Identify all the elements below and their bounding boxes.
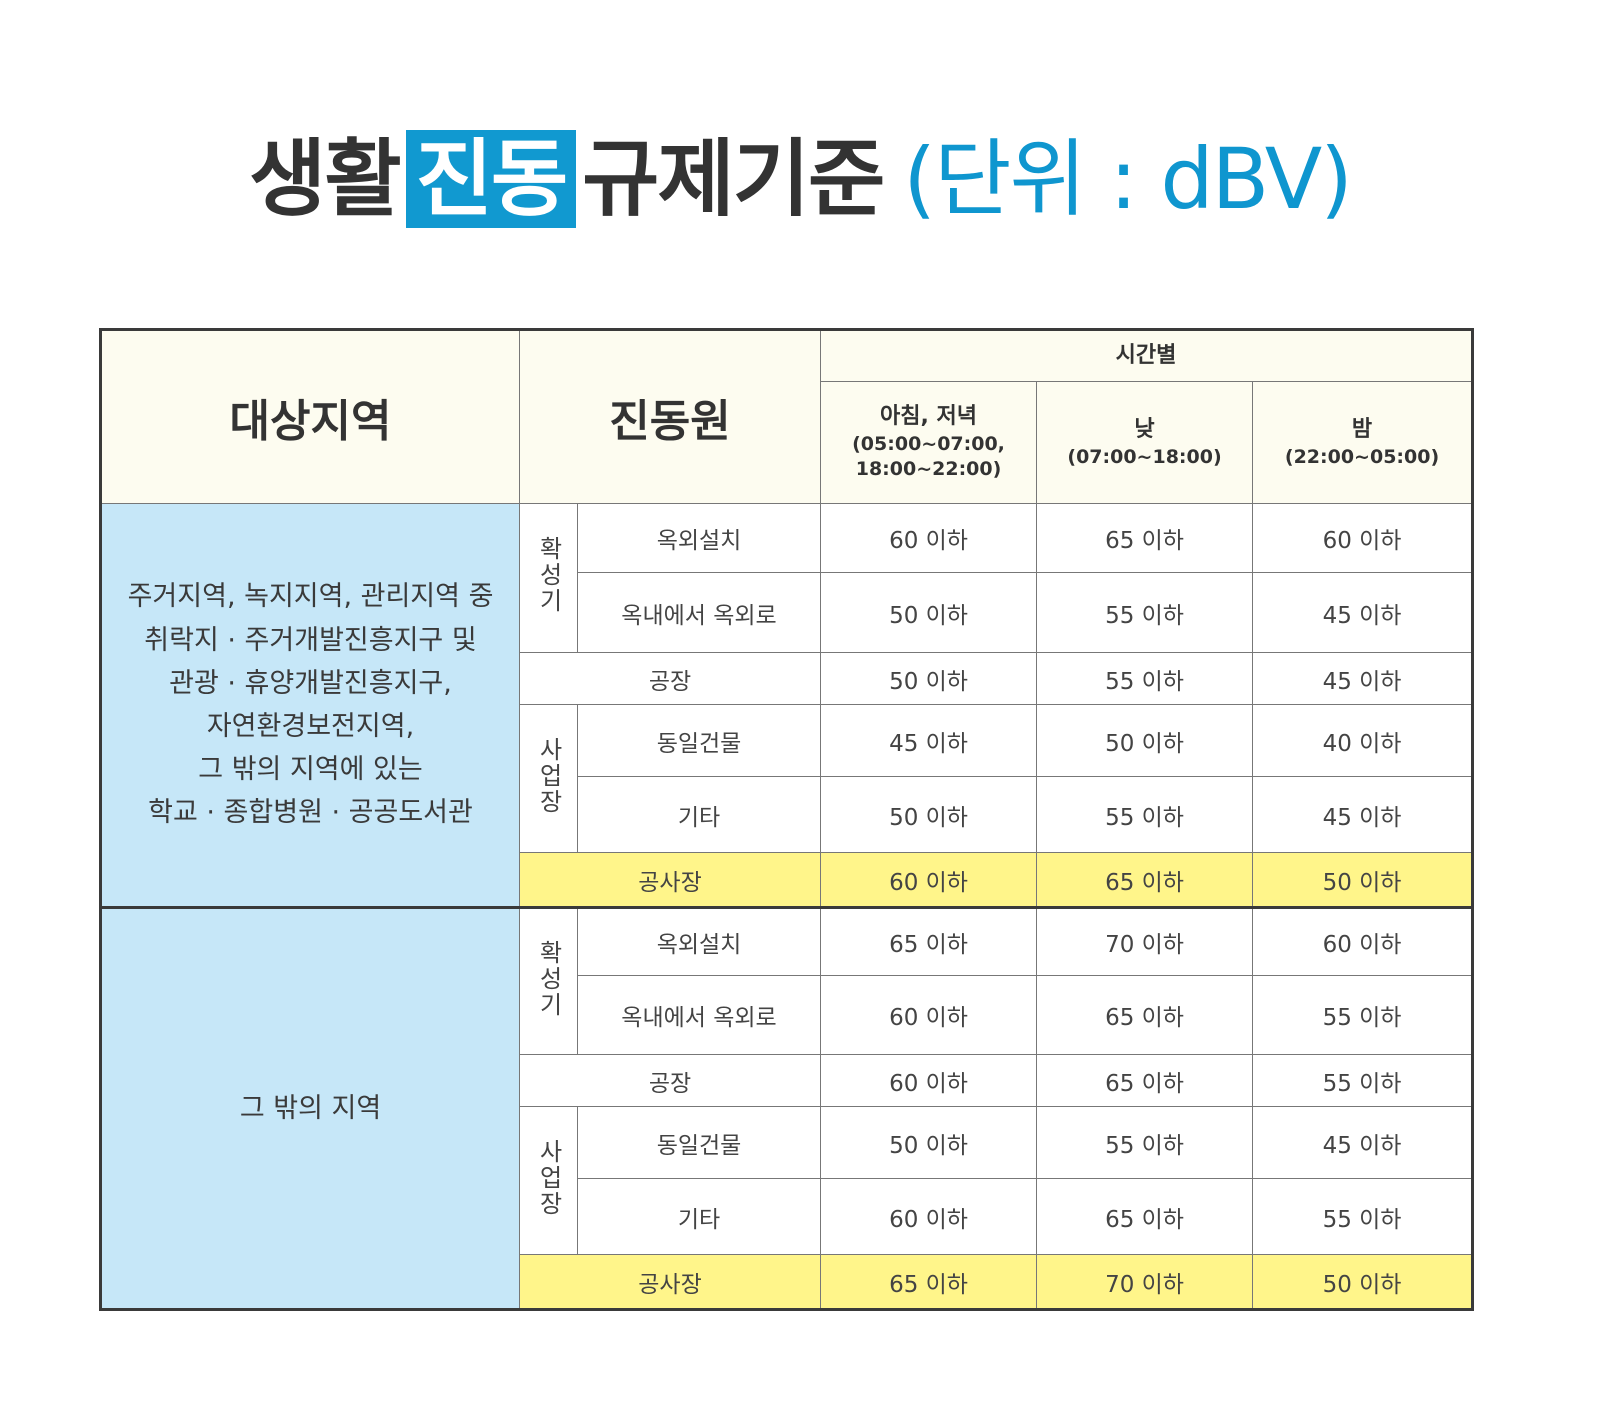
header-region: 대상지역 [100,329,520,504]
table-row: 기타 50 이하 55 이하 45 이하 [101,776,1474,853]
category-cell: 확성기 [519,503,578,653]
value-cell: 50 이하 [1252,1254,1474,1310]
source-cell: 동일건물 [576,704,822,777]
value-cell: 45 이하 [820,704,1038,777]
value-cell: 55 이하 [1252,1178,1474,1255]
category-cell: 확성기 [519,906,578,1055]
region-line: 주거지역, 녹지지역, 관리지역 중 [127,581,494,613]
source-cell: 공장 [518,1054,822,1107]
source-cell: 공사장 [518,1254,822,1310]
title-unit: (단위 : dBV) [903,130,1353,228]
source-cell: 옥내에서 옥외로 [576,975,822,1055]
source-cell: 기타 [576,776,822,853]
vibration-standards-table: 대상지역 진동원 시간별 아침, 저녁 (05:00~07:00, 18:00~22… [99,328,1475,1311]
value-cell: 65 이하 [820,1254,1038,1310]
category-label: 확성기 [534,939,563,1018]
value-cell: 60 이하 [820,1178,1038,1255]
source-cell: 공장 [518,652,822,705]
header-period-day: 낮 (07:00~18:00) [1036,381,1254,504]
value-cell: 55 이하 [1036,1106,1254,1179]
table-row: 옥내에서 옥외로 60 이하 65 이하 55 이하 [101,975,1474,1055]
source-cell: 동일건물 [576,1106,822,1179]
value-cell: 55 이하 [1036,652,1254,705]
source-cell: 옥외설치 [576,503,822,573]
table-row: 기타 60 이하 65 이하 55 이하 [101,1178,1474,1255]
value-cell: 65 이하 [1036,1054,1254,1107]
value-cell: 50 이하 [820,652,1038,705]
page-title: 생활 진동 규제기준 (단위 : dBV) [0,112,1600,233]
title-part2: 규제기준 [582,130,885,228]
region-line: 취락지 · 주거개발진흥지구 및 [144,624,477,656]
category-cell: 사업장 [519,704,578,853]
region-cell: 그 밖의 지역 [100,906,520,1310]
table-row: 공사장 60 이하 65 이하 50 이하 [101,852,1474,908]
header-period-morning-evening: 아침, 저녁 (05:00~07:00, 18:00~22:00) [820,381,1038,504]
value-cell: 60 이하 [820,852,1038,908]
source-cell: 기타 [576,1178,822,1255]
table-row: 공사장 65 이하 70 이하 50 이하 [101,1254,1474,1310]
value-cell: 60 이하 [820,975,1038,1055]
value-cell: 55 이하 [1036,776,1254,853]
value-cell: 45 이하 [1252,652,1474,705]
value-cell: 50 이하 [820,572,1038,653]
header-time: 시간별 [820,329,1474,382]
value-cell: 50 이하 [1036,704,1254,777]
category-cell: 사업장 [519,1106,578,1255]
value-cell: 60 이하 [1252,503,1474,573]
value-cell: 45 이하 [1252,1106,1474,1179]
value-cell: 65 이하 [820,906,1038,976]
value-cell: 65 이하 [1036,503,1254,573]
region-line: 그 밖의 지역에 있는 [198,754,423,786]
category-label: 사업장 [534,736,563,815]
value-cell: 45 이하 [1252,572,1474,653]
value-cell: 70 이하 [1036,906,1254,976]
value-cell: 40 이하 [1252,704,1474,777]
value-cell: 55 이하 [1252,975,1474,1055]
value-cell: 55 이하 [1252,1054,1474,1107]
region-line: 그 밖의 지역 [239,1092,382,1124]
table-row: 그 밖의 지역 확성기 옥외설치 65 이하 70 이하 60 이하 [100,906,1474,1310]
title-part1: 생활 [249,130,402,228]
header-source: 진동원 [518,329,822,504]
value-cell: 60 이하 [1252,906,1474,976]
value-cell: 65 이하 [1036,852,1254,908]
value-cell: 50 이하 [820,776,1038,853]
title-highlight: 진동 [405,130,577,228]
source-cell: 공사장 [518,852,822,908]
value-cell: 65 이하 [1036,975,1254,1055]
value-cell: 45 이하 [1252,776,1474,853]
region-line: 학교 · 종합병원 · 공공도서관 [148,797,473,829]
value-cell: 70 이하 [1036,1254,1254,1310]
category-label: 사업장 [534,1138,563,1217]
region-line: 자연환경보전지역, [206,711,415,742]
value-cell: 60 이하 [820,503,1038,573]
value-cell: 50 이하 [820,1106,1038,1179]
value-cell: 50 이하 [1252,852,1474,908]
value-cell: 55 이하 [1036,572,1254,653]
table-row: 사업장 동일건물 50 이하 55 이하 45 이하 [101,1106,1474,1255]
source-cell: 옥내에서 옥외로 [576,572,822,653]
category-label: 확성기 [534,536,563,614]
header-period-night: 밤 (22:00~05:00) [1252,381,1474,504]
value-cell: 60 이하 [820,1054,1038,1107]
table-row: 공장 60 이하 65 이하 55 이하 [101,1054,1474,1107]
source-cell: 옥외설치 [576,906,822,976]
region-line: 관광 · 휴양개발진흥지구, [169,667,452,699]
value-cell: 65 이하 [1036,1178,1254,1255]
table-row: 사업장 동일건물 45 이하 50 이하 40 이하 [101,704,1474,853]
